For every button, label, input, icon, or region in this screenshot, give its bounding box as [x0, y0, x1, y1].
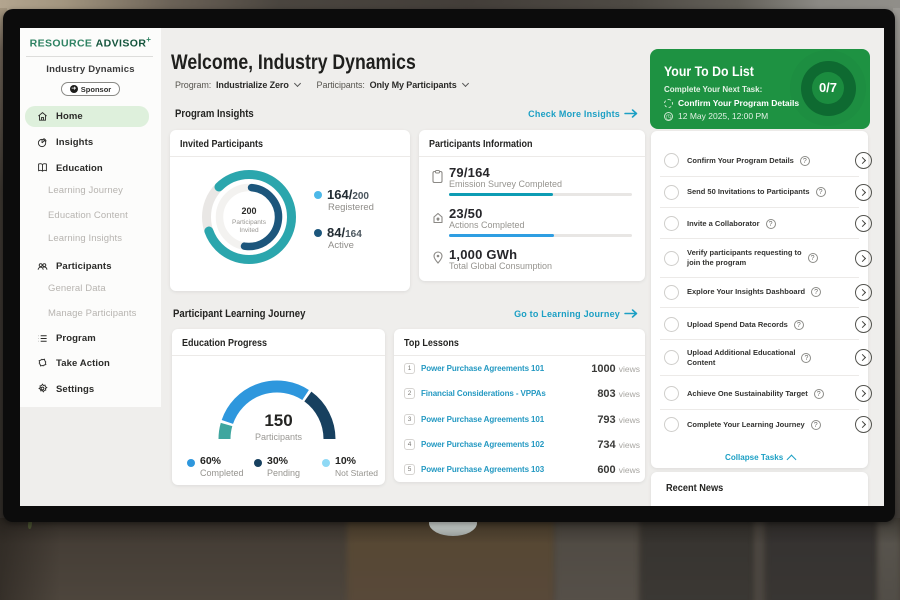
svg-text:Participants: Participants — [232, 219, 267, 226]
svg-text:200: 200 — [241, 206, 256, 216]
svg-text:Invited: Invited — [239, 227, 259, 234]
